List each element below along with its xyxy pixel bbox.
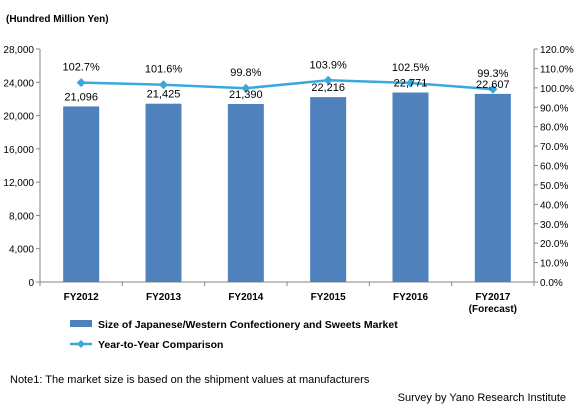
legend: Size of Japanese/Western Confectionery a… (70, 319, 398, 351)
line-point (241, 83, 251, 93)
line-value-label: 102.7% (63, 62, 101, 74)
left-axis-tick-label: 28,000 (3, 45, 34, 56)
bar-value-label: 21,390 (229, 89, 263, 101)
left-axis-tick-label: 0 (28, 278, 34, 289)
bar (474, 93, 511, 282)
left-axis-unit-label: (Hundred Million Yen) (6, 14, 109, 25)
right-axis-tick-label: 110.0% (540, 64, 573, 75)
line-point (406, 78, 415, 88)
left-axis-tick-label: 4,000 (9, 245, 34, 256)
right-axis-tick-label: 10.0% (540, 259, 568, 270)
left-axis-tick-label: 24,000 (3, 78, 34, 89)
bar (310, 97, 347, 283)
axes: 0 4,000 8,000 12,000 16,000 20,000 24,000 28,00… (3, 45, 574, 315)
line-path (81, 79, 493, 91)
line-value-label: 99.3% (477, 68, 508, 80)
bar-value-label: 22,216 (311, 82, 345, 94)
line-point (323, 75, 333, 85)
bar-series (63, 92, 511, 283)
x-axis-category-label: FY2012 (64, 292, 99, 303)
right-axis-tick-label: 20.0% (540, 239, 568, 250)
bar-value-label: 21,425 (147, 89, 181, 101)
x-axis-category-label: FY2016 (393, 292, 428, 303)
bar-value-label: 22,771 (394, 78, 428, 90)
line-value-label: 99.8% (230, 67, 261, 79)
legend-bar-label: Size of Japanese/Western Confectionery a… (98, 319, 398, 331)
right-axis-tick-label: 40.0% (540, 200, 568, 211)
bar (392, 92, 429, 282)
line-value-label: 101.6% (145, 64, 183, 76)
bar (227, 104, 264, 283)
line-value-label: 102.5% (392, 62, 430, 74)
legend-bar-swatch (70, 320, 92, 327)
left-axis-tick-label: 12,000 (3, 178, 34, 189)
bar (63, 106, 100, 282)
line-point (488, 84, 498, 94)
x-axis-category-label: FY2014 (228, 292, 263, 303)
line-point (159, 80, 168, 90)
x-axis-category-label: FY2017 (475, 292, 510, 303)
right-axis-tick-label: 0.0% (540, 278, 563, 289)
line-series (76, 75, 498, 94)
left-axis-tick-label: 8,000 (9, 211, 34, 222)
legend-line-marker (77, 340, 85, 348)
line-point (76, 78, 86, 88)
right-axis-tick-label: 30.0% (540, 220, 568, 231)
line-value-label: 103.9% (310, 59, 348, 71)
footnote: Note1: The market size is based on the s… (10, 374, 370, 386)
bar-value-label: 22,607 (476, 79, 510, 91)
x-axis-category-label: FY2015 (311, 292, 346, 303)
x-axis-category-label: FY2013 (146, 292, 181, 303)
left-axis-tick-label: 16,000 (3, 145, 34, 156)
source-note: Survey by Yano Research Institute (398, 392, 566, 404)
legend-line-label: Year-to-Year Comparison (98, 339, 223, 351)
right-axis-tick-label: 60.0% (540, 162, 568, 173)
right-axis-tick-label: 120.0% (540, 45, 574, 56)
left-axis-tick-label: 20,000 (3, 112, 34, 123)
right-axis-tick-label: 90.0% (540, 103, 568, 114)
bar (145, 103, 182, 282)
right-axis-tick-label: 70.0% (540, 142, 568, 153)
x-axis-category-sublabel: (Forecast) (469, 304, 517, 315)
data-labels: 21,096 21,425 21,390 22,216 22,771 22,607 102.… (63, 59, 510, 103)
right-axis-tick-label: 50.0% (540, 181, 568, 192)
bar-value-label: 21,096 (64, 91, 98, 103)
right-axis-tick-label: 100.0% (540, 84, 574, 95)
right-axis-tick-label: 80.0% (540, 123, 568, 134)
